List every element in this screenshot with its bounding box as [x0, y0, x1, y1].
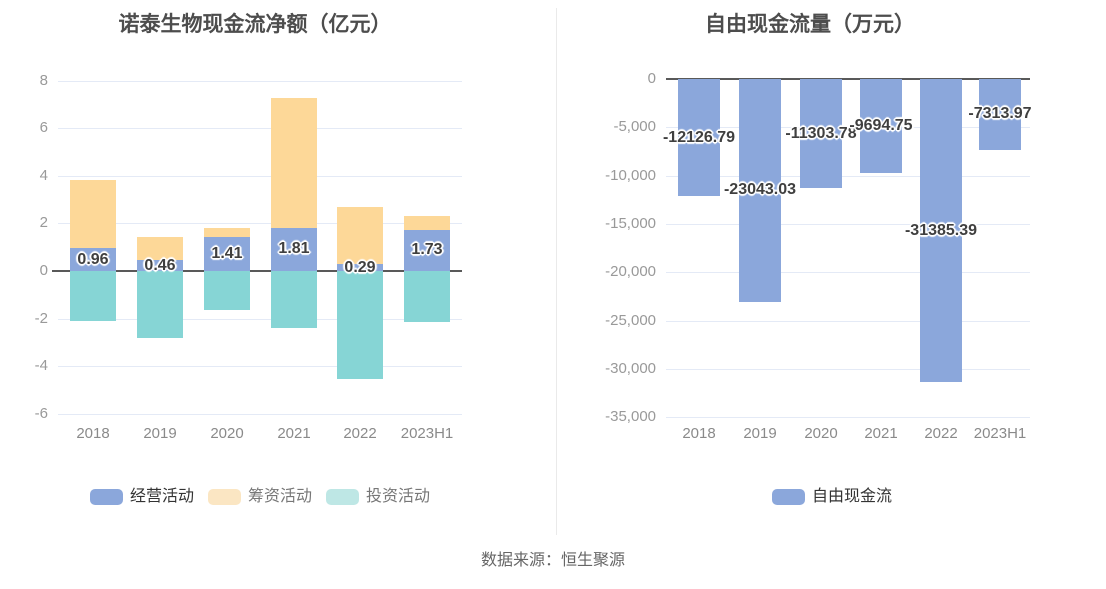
bar-financing[interactable]: [137, 237, 183, 261]
x-axis-label: 2022: [924, 425, 958, 442]
x-axis-label: 2021: [864, 425, 898, 442]
bar-financing[interactable]: [337, 206, 383, 265]
legend-label: 自由现金流: [811, 488, 892, 505]
gridline: [58, 223, 462, 225]
y-tick-label: -25,000: [605, 311, 656, 329]
y-tick-label: -4: [34, 357, 48, 375]
legend-item[interactable]: 筹资活动: [207, 488, 312, 506]
x-axis-label: 2020: [210, 425, 244, 442]
legend-label: 经营活动: [129, 488, 194, 505]
gridline: [666, 175, 1030, 177]
source-note: 数据来源：恒生聚源: [480, 552, 625, 569]
bar-free-cashflow[interactable]: [979, 79, 1021, 150]
legend-item[interactable]: 经营活动: [89, 488, 194, 506]
legend-swatch-icon: [326, 489, 359, 505]
bar-operating[interactable]: [404, 229, 450, 271]
gridline: [58, 80, 462, 82]
legend-swatch-icon: [89, 489, 123, 505]
bar-investing[interactable]: [70, 271, 116, 321]
x-axis-label: 2018: [76, 425, 110, 442]
y-tick-label: -30,000: [605, 359, 656, 377]
y-tick-label: 0: [647, 70, 656, 87]
legend-swatch-icon: [771, 489, 805, 505]
y-tick-label: 8: [39, 71, 48, 89]
x-axis-label: 2020: [804, 425, 838, 442]
legend-right: 自由现金流: [556, 486, 1106, 508]
y-tick-label: -2: [34, 309, 48, 327]
gridline: [58, 175, 462, 177]
x-axis-label: 2018: [682, 425, 716, 442]
gridline: [58, 318, 462, 320]
legend-label: 筹资活动: [247, 488, 312, 505]
x-axis-label: 2021: [277, 425, 311, 442]
bar-financing[interactable]: [271, 97, 317, 228]
gridline: [58, 413, 462, 415]
y-tick-label: -15,000: [605, 214, 656, 232]
x-axis-label: 2019: [743, 425, 777, 442]
bar-investing[interactable]: [137, 271, 183, 338]
y-tick-label: -20,000: [605, 263, 656, 281]
bar-financing[interactable]: [70, 180, 116, 249]
gridline: [666, 368, 1030, 370]
bar-financing[interactable]: [404, 216, 450, 230]
bar-operating[interactable]: [137, 260, 183, 271]
y-tick-label: 4: [39, 166, 48, 184]
bar-free-cashflow[interactable]: [860, 79, 902, 173]
panel-divider: [556, 8, 557, 535]
bar-operating[interactable]: [271, 227, 317, 271]
bar-financing[interactable]: [204, 228, 250, 238]
y-tick-label: 2: [39, 214, 48, 232]
bar-operating[interactable]: [204, 237, 250, 271]
right-chart-title: 自由现金流量（万元）: [705, 13, 915, 36]
y-tick-label: -6: [34, 404, 48, 422]
x-axis-label: 2023H1: [973, 425, 1027, 442]
x-axis-label: 2019: [143, 425, 177, 442]
gridline: [666, 223, 1030, 225]
legend-item[interactable]: 自由现金流: [771, 488, 892, 506]
gridline: [58, 128, 462, 130]
bar-free-cashflow[interactable]: [678, 79, 720, 197]
legend-item[interactable]: 投资活动: [326, 488, 430, 506]
legend-label: 投资活动: [366, 488, 431, 505]
gridline: [58, 366, 462, 368]
bar-operating[interactable]: [337, 264, 383, 271]
bar-investing[interactable]: [337, 271, 383, 380]
bar-investing[interactable]: [204, 271, 250, 311]
x-axis-label: 2023H1: [400, 425, 454, 442]
gridline: [666, 320, 1030, 322]
legend-swatch-icon: [207, 489, 241, 505]
y-tick-label: -10,000: [605, 166, 656, 184]
bar-free-cashflow[interactable]: [920, 79, 962, 383]
bar-operating[interactable]: [70, 248, 116, 271]
y-tick-label: -35,000: [605, 408, 656, 426]
bar-investing[interactable]: [404, 271, 450, 323]
zero-axis-line: [666, 78, 1030, 80]
gridline: [666, 272, 1030, 274]
left-chart-title: 诺泰生物现金流净额（亿元）: [118, 13, 392, 36]
bar-free-cashflow[interactable]: [800, 79, 842, 189]
y-tick-label: -5,000: [613, 118, 656, 136]
gridline: [666, 127, 1030, 129]
bar-investing[interactable]: [271, 271, 317, 329]
y-tick-label: 0: [39, 262, 48, 279]
y-tick-label: 6: [39, 119, 48, 137]
x-axis-label: 2022: [343, 425, 377, 442]
gridline: [666, 417, 1030, 419]
bar-free-cashflow[interactable]: [739, 79, 781, 302]
legend-left: 经营活动 筹资活动 投资活动: [0, 486, 520, 508]
